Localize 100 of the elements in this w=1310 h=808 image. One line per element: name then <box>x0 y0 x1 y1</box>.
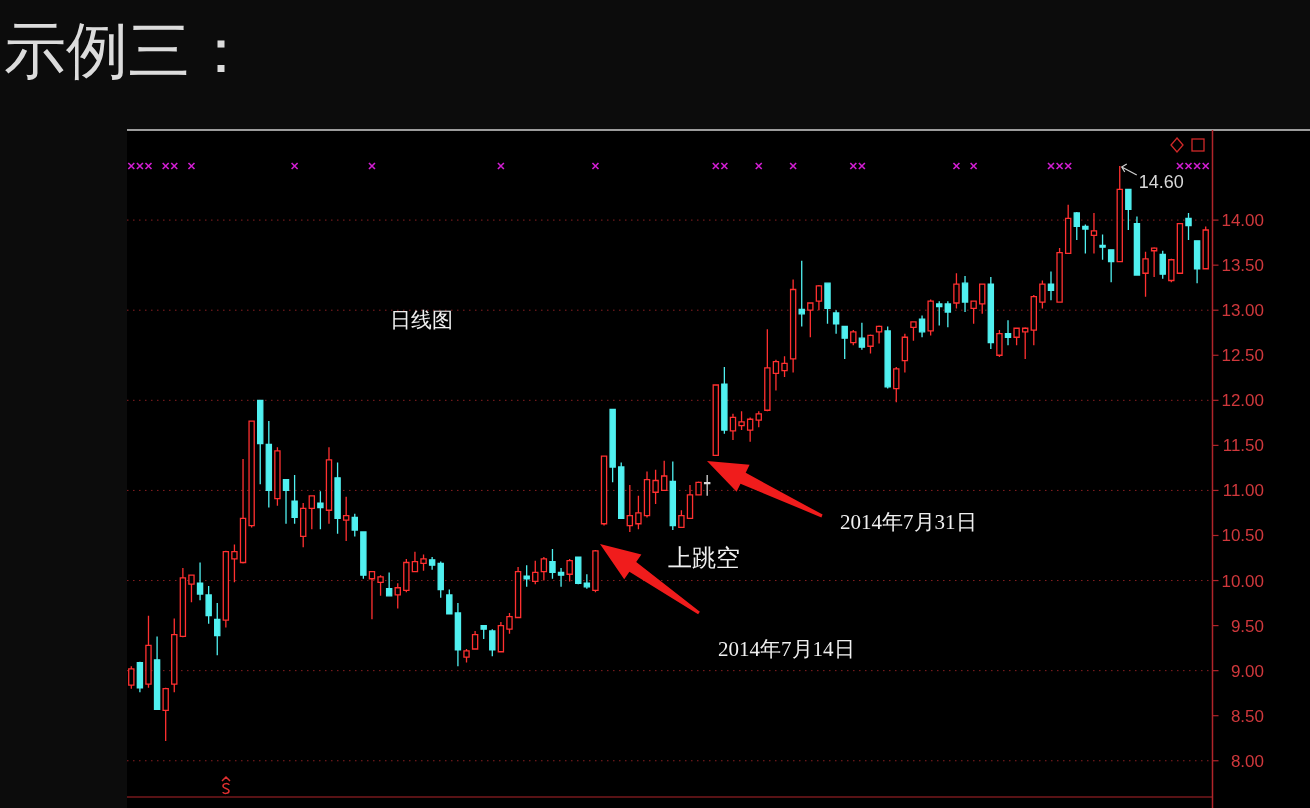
y-tick-label: 10.50 <box>1221 526 1264 546</box>
candlestick <box>1004 319 1012 347</box>
y-tick-label: 10.00 <box>1221 571 1264 591</box>
candlestick <box>1185 212 1192 241</box>
candlestick <box>299 502 307 548</box>
candlestick <box>179 567 187 638</box>
candlestick <box>317 490 324 530</box>
annotation: 日线图 <box>390 308 453 332</box>
candlestick <box>205 585 212 625</box>
candlestick <box>798 260 805 328</box>
candlestick <box>334 461 341 535</box>
candlestick <box>549 548 556 580</box>
y-tick-label: 12.50 <box>1221 346 1264 366</box>
candlestick <box>557 567 565 588</box>
candlestick <box>471 630 479 650</box>
candlestick <box>979 283 986 315</box>
candlestick <box>1159 250 1166 280</box>
candlestick <box>566 558 573 583</box>
candlestick <box>884 325 891 390</box>
candlestick <box>514 566 522 619</box>
y-tick-label: 8.00 <box>1230 751 1264 771</box>
candlestick <box>1047 270 1055 301</box>
candlestick <box>635 495 642 530</box>
candlestick <box>145 615 152 689</box>
candlestick <box>411 551 419 573</box>
candlestick <box>437 560 444 599</box>
y-tick-label: 13.50 <box>1221 256 1264 276</box>
candlestick <box>248 420 255 529</box>
candlestick <box>1082 223 1089 255</box>
candlestick <box>428 556 436 571</box>
candlestick <box>1021 326 1029 360</box>
annotation: 上跳空 <box>668 544 740 572</box>
candlestick <box>239 458 247 565</box>
candlestick <box>901 332 909 374</box>
chart-title: 示例三： <box>4 14 252 87</box>
candlestick <box>454 602 462 667</box>
candlestick <box>489 628 496 657</box>
candlestick <box>171 617 178 693</box>
candlestick <box>695 480 702 496</box>
candlestick <box>815 284 823 311</box>
candlestick <box>523 564 530 588</box>
candlestick <box>721 366 728 435</box>
candlestick <box>712 384 719 456</box>
y-tick-label: 9.00 <box>1230 661 1264 681</box>
candlestick <box>910 321 917 342</box>
annotation: 14.60 <box>1138 172 1184 193</box>
candlestick <box>1073 211 1080 241</box>
candlestick <box>850 329 857 347</box>
candlestick <box>1030 294 1038 347</box>
candlestick <box>961 275 969 313</box>
candlestick <box>867 333 874 355</box>
candlestick <box>1039 279 1046 310</box>
candlestick <box>755 410 762 429</box>
candlestick <box>1064 204 1072 255</box>
candlestick <box>789 278 797 374</box>
candlestick <box>927 298 934 337</box>
candlestick <box>368 570 376 620</box>
candlestick <box>609 408 616 483</box>
candlestick <box>506 612 513 635</box>
candlestick <box>480 624 487 640</box>
candlestick <box>772 359 780 392</box>
candlestick <box>893 366 900 403</box>
candlestick <box>1116 165 1123 263</box>
candlestick <box>686 484 694 520</box>
candlestick <box>162 687 169 742</box>
candlestick <box>1107 249 1115 283</box>
candlestick <box>703 474 711 497</box>
y-tick-label: 12.00 <box>1221 391 1264 411</box>
candlestick <box>308 495 316 530</box>
candlestick <box>600 455 608 527</box>
candlestick <box>936 300 943 327</box>
y-tick-label: 14.00 <box>1221 211 1264 231</box>
candlestick <box>222 550 230 629</box>
candlestick <box>153 635 161 711</box>
candlestick <box>858 322 866 351</box>
candlestick <box>807 302 814 338</box>
candlestick <box>643 470 651 519</box>
candlestick <box>824 282 831 325</box>
candlestick <box>626 484 634 533</box>
candlestick <box>1056 247 1063 303</box>
candlestick <box>729 413 737 441</box>
annotation: 2014年7月14日 <box>718 637 855 661</box>
candlestick <box>1125 188 1132 231</box>
candlestick <box>377 574 384 597</box>
candlestick <box>463 648 470 664</box>
candlestick <box>583 573 591 590</box>
candlestick <box>282 478 290 525</box>
candlestick <box>592 549 599 593</box>
candlestick <box>1150 246 1158 278</box>
candlestick <box>746 416 754 443</box>
y-tick-label: 11.50 <box>1222 436 1264 456</box>
candlestick <box>669 460 677 531</box>
candlestick <box>274 446 281 507</box>
candlestick <box>738 410 745 431</box>
y-tick-label: 13.00 <box>1221 301 1264 321</box>
candlestick <box>360 531 367 580</box>
candlestick <box>1202 225 1209 270</box>
candlestick <box>540 556 548 582</box>
candlestick <box>1090 212 1098 255</box>
candlestick <box>394 582 401 610</box>
